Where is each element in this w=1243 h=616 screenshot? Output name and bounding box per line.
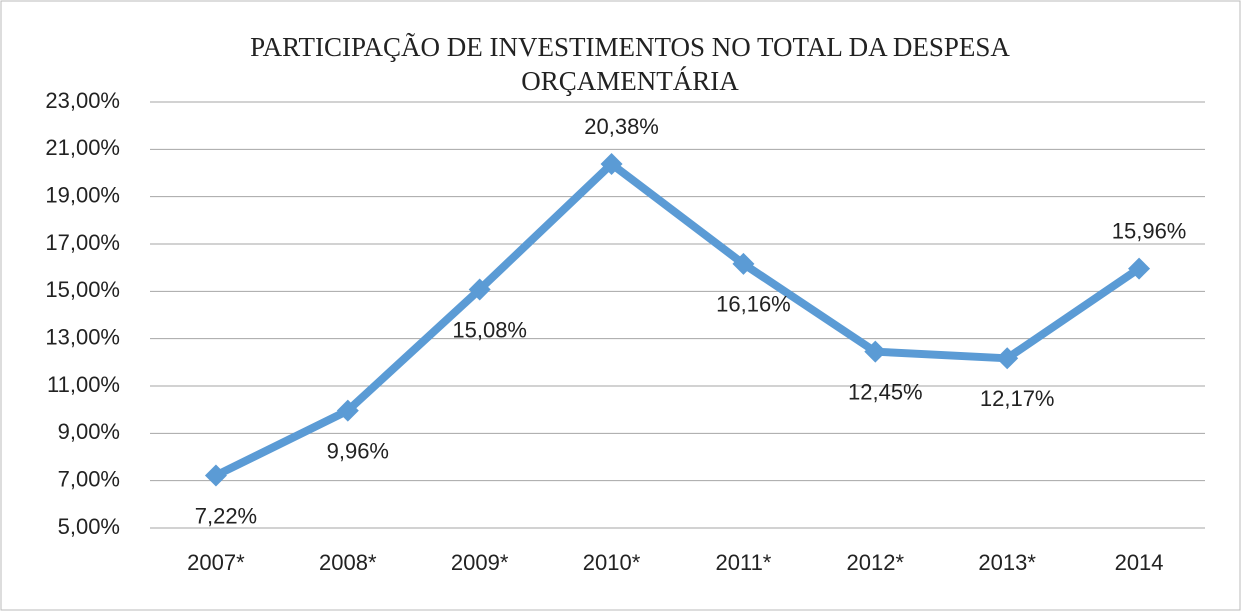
x-tick-label: 2010*	[583, 550, 641, 575]
x-tick-label: 2009*	[451, 550, 509, 575]
data-label: 16,16%	[716, 292, 791, 317]
point-marker	[996, 347, 1019, 370]
data-label: 12,17%	[980, 386, 1055, 411]
y-tick-label: 13,00%	[45, 324, 120, 349]
y-tick-label: 19,00%	[45, 182, 120, 207]
point-marker	[732, 252, 755, 275]
chart-title: PARTICIPAÇÃO DE INVESTIMENTOS NO TOTAL D…	[250, 32, 1010, 96]
point-marker	[1128, 257, 1151, 280]
point-marker	[468, 278, 491, 301]
data-label: 12,45%	[848, 379, 923, 404]
y-tick-label: 5,00%	[58, 514, 120, 539]
data-label: 15,08%	[452, 317, 527, 342]
y-tick-label: 15,00%	[45, 277, 120, 302]
data-label: 15,96%	[1112, 218, 1187, 243]
x-tick-label: 2013*	[978, 550, 1036, 575]
data-label: 20,38%	[584, 114, 659, 139]
y-tick-label: 23,00%	[45, 88, 120, 113]
point-marker	[864, 340, 887, 363]
y-tick-label: 11,00%	[47, 372, 120, 397]
x-tick-label: 2014	[1115, 550, 1164, 575]
x-tick-label: 2012*	[847, 550, 905, 575]
data-label: 7,22%	[195, 503, 257, 528]
point-marker	[336, 399, 359, 422]
y-tick-label: 21,00%	[45, 135, 120, 160]
point-marker	[204, 464, 227, 487]
x-tick-label: 2011*	[716, 550, 772, 575]
point-marker	[600, 153, 623, 176]
series-line	[214, 160, 1142, 480]
y-tick-label: 7,00%	[58, 466, 120, 491]
data-label: 9,96%	[327, 438, 389, 463]
y-tick-label: 17,00%	[45, 230, 120, 255]
x-tick-label: 2008*	[319, 550, 377, 575]
y-tick-label: 9,00%	[58, 419, 120, 444]
x-tick-label: 2007*	[187, 550, 245, 575]
